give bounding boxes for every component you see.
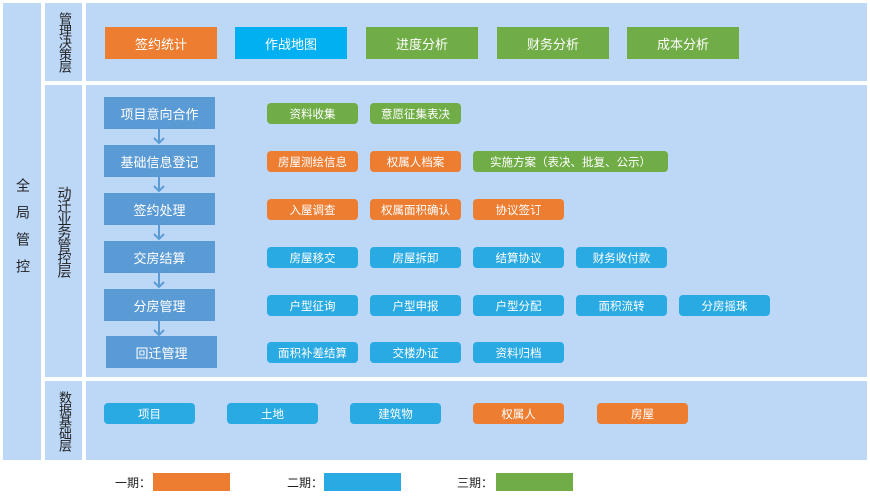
process-step[interactable]: 项目意向合作 <box>104 97 215 129</box>
feature-tag[interactable]: 户型分配 <box>473 295 564 316</box>
feature-tag[interactable]: 资料归档 <box>473 342 564 363</box>
feature-tag[interactable]: 财务收付款 <box>576 247 667 268</box>
legend-swatch <box>496 473 573 491</box>
global-control-column <box>3 3 41 460</box>
business-layer-panel <box>86 85 867 377</box>
data-item[interactable]: 建筑物 <box>350 403 441 424</box>
arrow-down-icon <box>153 225 165 241</box>
feature-tag[interactable]: 房屋拆卸 <box>370 247 461 268</box>
feature-tag[interactable]: 户型征询 <box>267 295 358 316</box>
legend-label: 三期： <box>457 476 494 490</box>
global-control-label: 全局管控 <box>14 177 30 286</box>
legend-swatch <box>324 473 401 491</box>
feature-tag[interactable]: 面积补差结算 <box>267 342 358 363</box>
process-step[interactable]: 签约处理 <box>104 193 215 225</box>
feature-tag[interactable]: 结算协议 <box>473 247 564 268</box>
decision-button[interactable]: 作战地图 <box>235 27 347 59</box>
data-item[interactable]: 项目 <box>104 403 195 424</box>
data-layer-label-wrap: 数据基础层 <box>45 381 82 460</box>
feature-tag[interactable]: 意愿征集表决 <box>370 103 461 124</box>
data-item[interactable]: 权属人 <box>473 403 564 424</box>
process-step[interactable]: 基础信息登记 <box>104 145 215 177</box>
decision-button[interactable]: 进度分析 <box>366 27 478 59</box>
global-control-label-wrap: 全局管控 <box>3 3 41 460</box>
data-item[interactable]: 房屋 <box>597 403 688 424</box>
feature-tag[interactable]: 分房摇珠 <box>679 295 770 316</box>
legend-label: 一期： <box>115 476 152 490</box>
process-step[interactable]: 分房管理 <box>104 289 215 321</box>
decision-button[interactable]: 签约统计 <box>105 27 217 59</box>
feature-tag[interactable]: 入屋调查 <box>267 199 358 220</box>
feature-tag[interactable]: 房屋移交 <box>267 247 358 268</box>
business-layer-label-wrap: 动迁业务管控层 <box>45 85 82 377</box>
business-layer-label: 动迁业务管控层 <box>55 185 72 277</box>
decision-layer-label-wrap: 管理决策层 <box>45 3 82 81</box>
legend-label: 二期： <box>287 476 324 490</box>
process-step[interactable]: 回迁管理 <box>106 336 217 368</box>
feature-tag[interactable]: 房屋测绘信息 <box>267 151 358 172</box>
feature-tag[interactable]: 权属人档案 <box>370 151 461 172</box>
arrow-down-icon <box>153 321 165 337</box>
feature-tag[interactable]: 交楼办证 <box>370 342 461 363</box>
arrow-down-icon <box>153 129 165 145</box>
feature-tag[interactable]: 权属面积确认 <box>370 199 461 220</box>
data-item[interactable]: 土地 <box>227 403 318 424</box>
feature-tag[interactable]: 面积流转 <box>576 295 667 316</box>
data-layer-label-panel <box>45 381 82 460</box>
feature-tag[interactable]: 实施方案（表决、批复、公示） <box>473 151 668 172</box>
feature-tag[interactable]: 协议签订 <box>473 199 564 220</box>
feature-tag[interactable]: 户型申报 <box>370 295 461 316</box>
legend-swatch <box>153 473 230 491</box>
decision-layer-label-panel <box>45 3 82 81</box>
business-layer-label-panel <box>45 85 82 377</box>
process-step[interactable]: 交房结算 <box>104 241 215 273</box>
data-layer-label: 数据基础层 <box>56 390 71 451</box>
decision-button[interactable]: 成本分析 <box>627 27 739 59</box>
feature-tag[interactable]: 资料收集 <box>267 103 358 124</box>
arrow-down-icon <box>153 177 165 193</box>
arrow-down-icon <box>153 273 165 289</box>
decision-layer-label: 管理决策层 <box>56 12 71 72</box>
decision-button[interactable]: 财务分析 <box>497 27 609 59</box>
